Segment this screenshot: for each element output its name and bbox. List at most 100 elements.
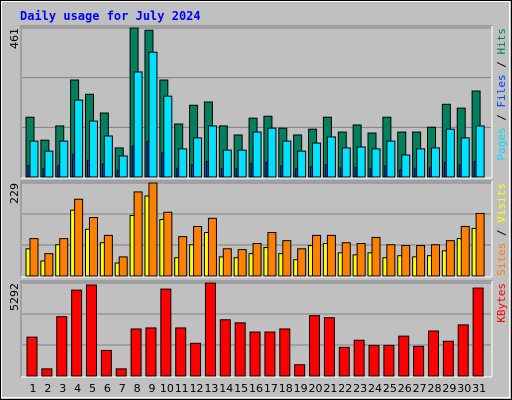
bar <box>353 339 365 377</box>
bar <box>249 331 261 377</box>
x-tick-label: 31 <box>472 382 486 395</box>
x-tick-label: 28 <box>427 382 441 395</box>
bar <box>413 345 425 377</box>
bar <box>100 349 112 377</box>
bar <box>133 191 143 277</box>
legend-entry: Files <box>495 74 508 107</box>
y-tick-label: 5292 <box>8 283 21 311</box>
bar <box>401 245 411 277</box>
bar <box>368 344 380 377</box>
bar <box>29 238 39 277</box>
bar <box>56 316 68 377</box>
bar <box>252 243 262 277</box>
bar <box>163 95 173 178</box>
x-tick-label: 4 <box>74 382 81 395</box>
bar <box>475 125 485 178</box>
chart-title: Daily usage for July 2024 <box>20 9 201 23</box>
legend-entry: KBytes <box>495 283 508 323</box>
bar <box>326 136 336 178</box>
bar <box>118 155 128 178</box>
bar <box>341 242 351 277</box>
x-tick-label: 7 <box>119 382 126 395</box>
bar <box>88 120 98 178</box>
bar <box>237 149 247 178</box>
bar <box>312 234 322 277</box>
bar <box>148 182 158 277</box>
legend-entry: Visits <box>495 183 508 223</box>
x-tick-label: 29 <box>442 382 456 395</box>
bar <box>472 287 484 377</box>
x-tick-label: 12 <box>190 382 204 395</box>
legend: KBytes <box>495 283 508 323</box>
bar <box>282 140 292 178</box>
bar <box>401 154 411 178</box>
x-tick-label: 25 <box>383 382 397 395</box>
legend-separator: / <box>495 223 508 243</box>
y-tick-label: 229 <box>8 183 21 204</box>
bar <box>103 234 113 277</box>
bar <box>207 125 217 178</box>
bar <box>193 225 203 277</box>
bar <box>475 212 485 277</box>
x-tick-label: 13 <box>204 382 218 395</box>
bar <box>222 248 232 277</box>
bar <box>309 315 321 377</box>
legend: Pages / Files / Hits <box>495 28 508 161</box>
x-tick-label: 1 <box>30 382 37 395</box>
bar <box>190 342 202 377</box>
bar <box>115 368 127 377</box>
x-tick-label: 26 <box>398 382 412 395</box>
bar <box>371 148 381 178</box>
x-tick-label: 22 <box>338 382 352 395</box>
bar <box>193 137 203 178</box>
x-tick-label: 8 <box>134 382 141 395</box>
bar <box>430 147 440 178</box>
x-tick-label: 9 <box>148 382 155 395</box>
bar <box>312 142 322 178</box>
x-tick-label: 15 <box>234 382 248 395</box>
bar <box>207 217 217 277</box>
bar <box>29 140 39 178</box>
bar <box>103 135 113 178</box>
bar <box>416 148 426 178</box>
x-tick-label: 10 <box>160 382 174 395</box>
x-tick-label: 2 <box>44 382 51 395</box>
bar <box>252 131 262 178</box>
legend-separator: / <box>495 55 508 75</box>
legend-entry: Sites <box>495 243 508 276</box>
bar <box>71 289 83 377</box>
bar <box>297 248 307 277</box>
x-tick-label: 30 <box>457 382 471 395</box>
x-tick-label: 11 <box>175 382 189 395</box>
x-tick-label: 5 <box>89 382 96 395</box>
bar <box>234 322 246 377</box>
bar <box>294 364 306 377</box>
bar <box>222 149 232 178</box>
x-tick-label: 27 <box>413 382 427 395</box>
bar <box>427 330 439 377</box>
bar <box>341 147 351 178</box>
bar <box>163 211 173 277</box>
bar <box>264 331 276 377</box>
bar <box>282 240 292 277</box>
x-tick-label: 18 <box>279 382 293 395</box>
bar <box>338 346 350 377</box>
bar <box>460 137 470 178</box>
bar <box>59 238 69 277</box>
bar <box>279 328 291 377</box>
bar <box>148 51 158 178</box>
legend-separator: / <box>495 108 508 128</box>
bar <box>323 317 335 377</box>
bar <box>26 336 38 377</box>
x-tick-label: 6 <box>104 382 111 395</box>
bar <box>175 327 187 377</box>
bar <box>178 236 188 277</box>
bar <box>442 340 454 377</box>
bar <box>430 244 440 277</box>
bar <box>383 344 395 377</box>
bar <box>326 234 336 277</box>
bar <box>74 99 84 178</box>
bar <box>297 150 307 178</box>
